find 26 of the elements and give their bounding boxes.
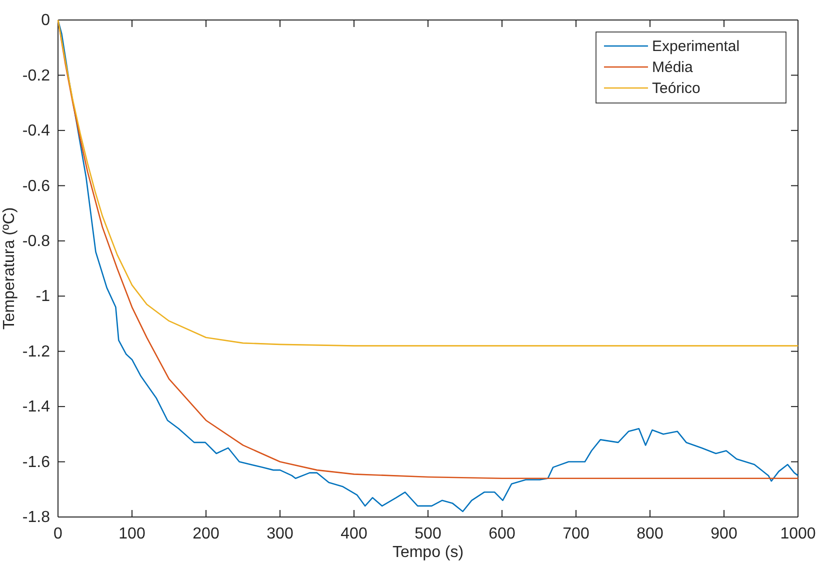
y-tick-label: -1.8 xyxy=(22,509,50,526)
x-tick-label: 0 xyxy=(54,525,63,542)
y-tick-label: 0 xyxy=(41,12,50,30)
y-tick-label: -1.4 xyxy=(22,398,50,416)
legend-label: Média xyxy=(652,59,694,76)
x-tick-label: 700 xyxy=(562,525,590,542)
y-tick-label: -0.6 xyxy=(22,178,50,195)
x-tick-label: 300 xyxy=(266,525,294,542)
y-tick-label: -1.6 xyxy=(22,454,50,471)
x-tick-label: 1000 xyxy=(780,525,816,542)
y-tick-label: -1.2 xyxy=(22,343,50,360)
x-tick-label: 100 xyxy=(118,525,146,542)
y-tick-label: -1 xyxy=(36,288,50,306)
x-tick-label: 900 xyxy=(710,525,738,542)
legend-label: Experimental xyxy=(652,38,740,55)
legend-label: Teórico xyxy=(652,80,700,97)
y-tick-label: -0.2 xyxy=(22,67,50,84)
x-tick-label: 800 xyxy=(636,525,664,542)
x-axis-title: Tempo (s) xyxy=(392,544,464,561)
y-tick-label: -0.8 xyxy=(22,233,50,250)
x-tick-label: 200 xyxy=(192,525,220,542)
x-tick-label: 400 xyxy=(340,525,368,542)
x-tick-label: 500 xyxy=(414,525,442,542)
y-axis-title: Temperatura (ºC) xyxy=(1,207,18,330)
y-tick-label: -0.4 xyxy=(22,122,50,140)
x-tick-label: 600 xyxy=(488,525,516,542)
